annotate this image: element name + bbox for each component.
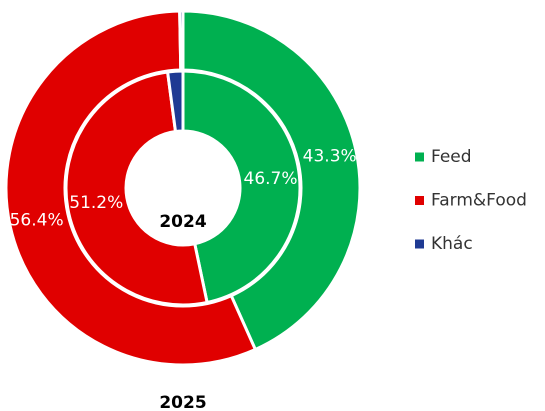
donut-slice xyxy=(181,69,302,305)
legend-label: Khác xyxy=(431,234,473,254)
data-label: 51.2% xyxy=(69,193,123,213)
legend-label: Feed xyxy=(431,147,472,167)
donut-slice xyxy=(165,69,185,134)
outer-ring-title: 2025 xyxy=(159,393,206,411)
data-label: 46.7% xyxy=(244,169,298,189)
legend-swatch xyxy=(415,152,424,162)
donut-slice xyxy=(178,9,185,72)
data-label: 56.4% xyxy=(10,211,64,231)
legend-swatch xyxy=(415,239,424,249)
legend-label: Farm&Food xyxy=(431,191,527,211)
donut-slice xyxy=(64,70,209,307)
legend-swatch xyxy=(415,196,424,205)
data-label: 43.3% xyxy=(303,147,357,167)
inner-ring-title: 2024 xyxy=(159,212,206,232)
